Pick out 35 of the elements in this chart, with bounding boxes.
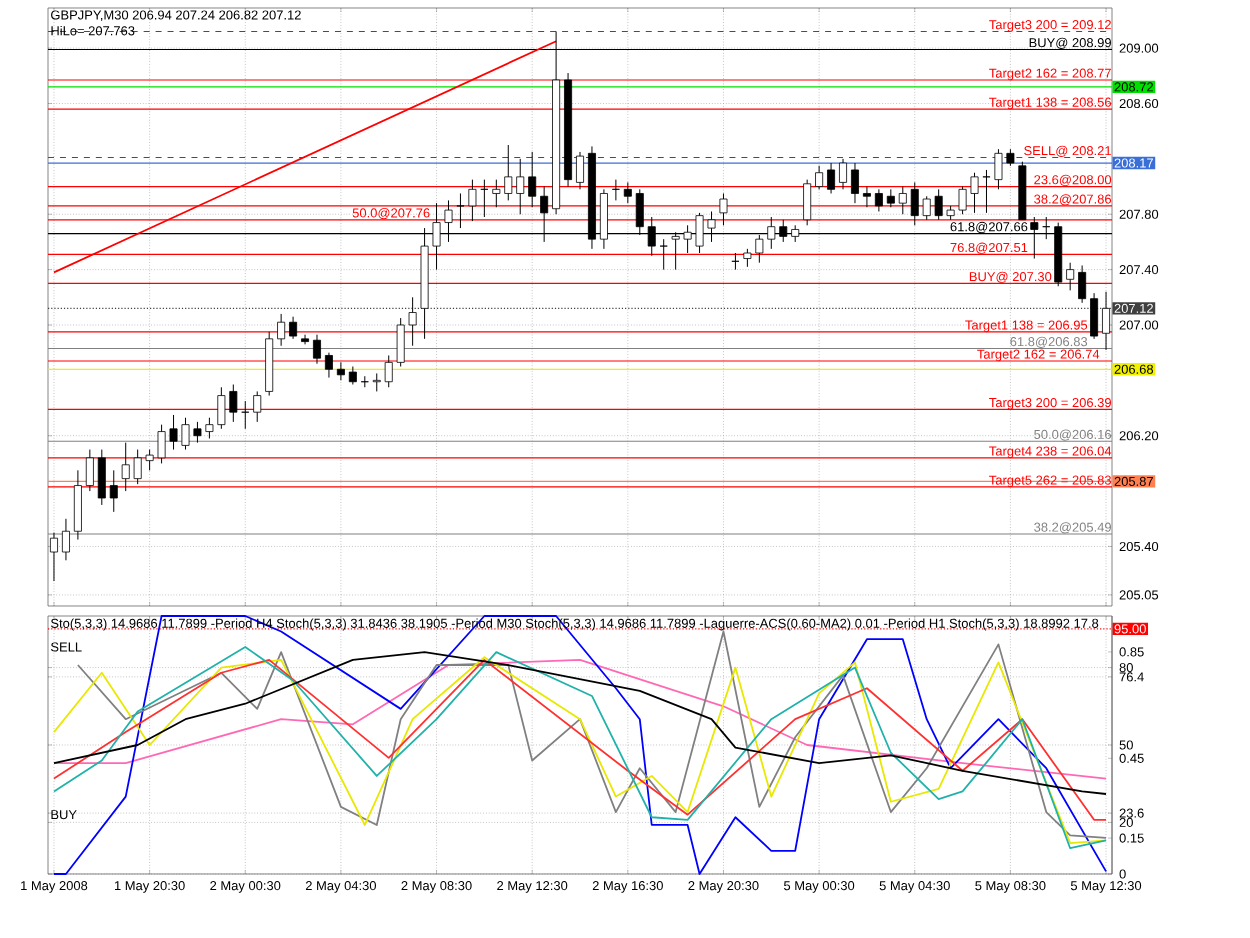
line-series bbox=[53, 651, 1107, 795]
candlestick bbox=[1066, 262, 1075, 291]
candlestick bbox=[982, 169, 991, 214]
candlestick bbox=[623, 181, 632, 204]
candlestick bbox=[576, 151, 584, 190]
candlestick bbox=[827, 162, 836, 194]
candlestick bbox=[97, 449, 106, 506]
candlestick bbox=[85, 449, 94, 492]
candlestick bbox=[49, 532, 58, 582]
candlestick bbox=[1090, 292, 1099, 340]
candlestick bbox=[815, 165, 824, 190]
candlestick bbox=[456, 192, 465, 229]
candlestick bbox=[719, 192, 728, 226]
candlestick bbox=[528, 151, 537, 208]
candlestick bbox=[874, 188, 883, 212]
line-series bbox=[53, 615, 1107, 875]
candlestick bbox=[289, 316, 298, 340]
candlestick bbox=[862, 186, 871, 208]
candlestick bbox=[277, 313, 286, 347]
candlestick bbox=[1102, 291, 1111, 351]
candlestick bbox=[61, 518, 70, 561]
candlestick bbox=[313, 334, 321, 365]
candlestick bbox=[1078, 264, 1087, 304]
candlestick bbox=[468, 179, 477, 222]
candlestick bbox=[73, 469, 82, 541]
candlestick bbox=[850, 162, 859, 204]
line-series bbox=[53, 658, 1107, 780]
candlestick bbox=[109, 469, 118, 513]
candlestick bbox=[324, 352, 333, 379]
candlestick bbox=[898, 186, 907, 215]
candlestick bbox=[803, 179, 812, 226]
candlestick bbox=[839, 158, 847, 190]
candlestick bbox=[253, 390, 262, 423]
candlestick bbox=[659, 238, 668, 271]
candlestick bbox=[336, 361, 345, 381]
